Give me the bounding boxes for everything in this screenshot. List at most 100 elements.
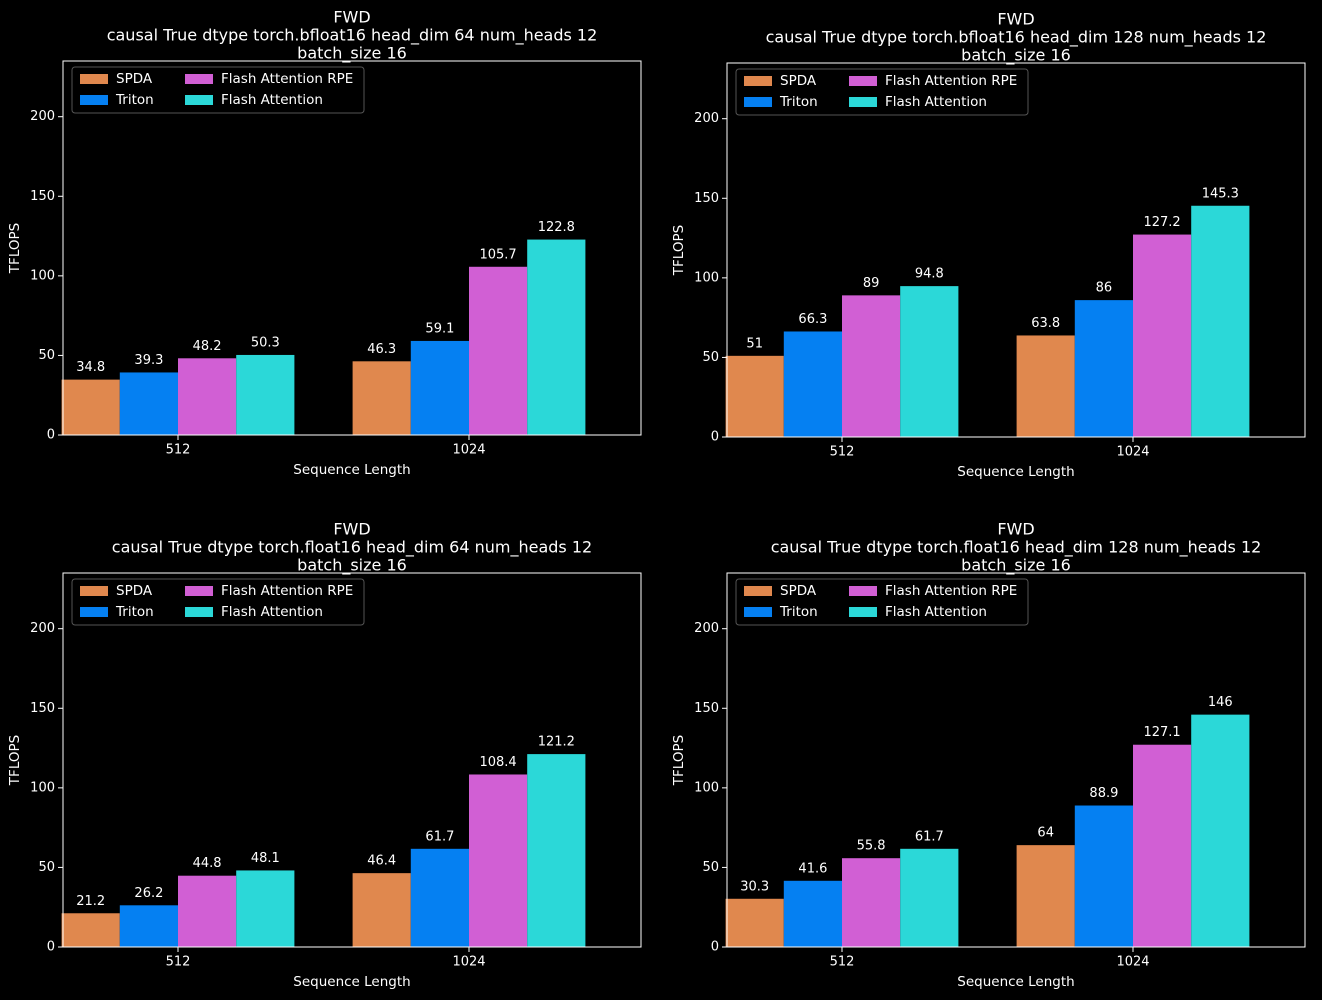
data-label: 88.9	[1089, 786, 1118, 801]
legend: SPDA Triton Flash Attention RPE Flash Atten…	[71, 66, 365, 114]
data-label: 122.8	[538, 220, 575, 235]
chart-title-line: FWD	[997, 520, 1034, 539]
chart-title-line: FWD	[333, 520, 370, 539]
bar-triton-1024	[410, 848, 469, 947]
data-label: 44.8	[193, 856, 222, 871]
axes-frame	[726, 62, 1306, 438]
bar-flash-attention-rpe-512	[178, 875, 237, 947]
bar-spda-512	[725, 355, 784, 437]
y-tick-label: 150	[30, 189, 55, 204]
bar-flash-attention-512	[236, 870, 295, 947]
legend: SPDA Triton Flash Attention RPE Flash Atten…	[735, 68, 1029, 116]
bar-flash-attention-rpe-1024	[469, 266, 528, 435]
legend-swatch	[849, 76, 877, 86]
legend-box	[735, 578, 1029, 626]
legend-box	[71, 66, 365, 114]
y-tick-label: 100	[30, 268, 55, 283]
axes-frame	[62, 60, 642, 436]
data-label: 41.6	[798, 861, 827, 876]
data-label: 108.4	[479, 755, 516, 770]
y-tick-label: 100	[694, 270, 719, 285]
data-label: 86	[1096, 281, 1113, 296]
legend-swatch	[80, 586, 108, 596]
bar-flash-attention-512	[900, 286, 959, 437]
legend-label: Flash Attention RPE	[221, 71, 353, 87]
legend-label: SPDA	[116, 583, 153, 599]
x-tick-label: 1024	[452, 955, 485, 970]
legend-box	[71, 578, 365, 626]
bar-flash-attention-1024	[527, 754, 586, 947]
bar-spda-512	[61, 913, 120, 947]
legend-label: Flash Attention RPE	[885, 583, 1017, 599]
legend-label: Flash Attention	[885, 604, 987, 620]
bar-spda-512	[725, 898, 784, 947]
legend-label: Flash Attention	[221, 92, 323, 108]
x-tick-label: 1024	[1116, 445, 1149, 460]
bar-flash-attention-rpe-512	[842, 858, 901, 947]
legend-label: Flash Attention	[885, 94, 987, 110]
data-label: 48.2	[193, 339, 222, 354]
legend: SPDA Triton Flash Attention RPE Flash Atten…	[735, 578, 1029, 626]
bar-flash-attention-512	[236, 354, 295, 435]
legend-swatch	[744, 586, 772, 596]
y-tick-label: 150	[30, 701, 55, 716]
y-tick-label: 50	[702, 860, 719, 875]
legend-label: SPDA	[116, 71, 153, 87]
bar-spda-512	[61, 379, 120, 435]
x-tick-label: 512	[166, 443, 191, 458]
y-tick-label: 0	[711, 940, 719, 955]
bar-spda-1024	[352, 873, 411, 947]
y-tick-label: 0	[711, 430, 719, 445]
x-axis-label: Sequence Length	[957, 464, 1074, 480]
y-tick-label: 100	[694, 780, 719, 795]
bar-spda-1024	[1016, 335, 1075, 437]
data-label: 55.8	[857, 839, 886, 854]
data-label: 46.4	[367, 854, 396, 869]
legend-swatch	[80, 607, 108, 617]
legend-swatch	[185, 74, 213, 84]
legend-label: SPDA	[780, 583, 817, 599]
y-tick-label: 100	[30, 780, 55, 795]
data-label: 63.8	[1031, 316, 1060, 331]
legend-label: Flash Attention RPE	[885, 73, 1017, 89]
data-label: 127.1	[1143, 725, 1180, 740]
x-tick-label: 1024	[452, 443, 485, 458]
legend-box	[735, 68, 1029, 116]
chart-title-line: causal True dtype torch.float16 head_dim…	[112, 538, 592, 558]
legend-label: SPDA	[780, 73, 817, 89]
legend-swatch	[185, 586, 213, 596]
data-label: 127.2	[1143, 215, 1180, 230]
legend-swatch	[849, 97, 877, 107]
y-axis-label: TFLOPS	[7, 735, 23, 786]
bar-flash-attention-1024	[1191, 714, 1250, 947]
data-label: 50.3	[251, 335, 280, 350]
x-tick-label: 512	[830, 955, 855, 970]
y-tick-label: 150	[694, 191, 719, 206]
x-tick-label: 1024	[1116, 955, 1149, 970]
bar-flash-attention-1024	[527, 239, 586, 435]
y-tick-label: 50	[38, 348, 55, 363]
y-tick-label: 0	[47, 428, 55, 443]
data-label: 48.1	[251, 851, 280, 866]
y-tick-label: 200	[30, 109, 55, 124]
x-tick-label: 512	[830, 445, 855, 460]
bar-flash-attention-rpe-512	[178, 358, 237, 435]
bar-triton-1024	[1074, 805, 1133, 947]
x-tick-label: 512	[166, 955, 191, 970]
bar-flash-attention-rpe-1024	[469, 774, 528, 947]
x-axis-label: Sequence Length	[293, 462, 410, 478]
bar-flash-attention-1024	[1191, 205, 1250, 437]
legend-swatch	[849, 607, 877, 617]
data-label: 64	[1037, 826, 1054, 841]
y-axis-label: TFLOPS	[671, 225, 687, 276]
bar-flash-attention-rpe-512	[842, 295, 901, 437]
x-axis-label: Sequence Length	[957, 974, 1074, 990]
legend-label: Flash Attention	[221, 604, 323, 620]
axes-frame	[62, 572, 642, 948]
bar-triton-1024	[410, 340, 469, 435]
data-label: 39.3	[134, 353, 163, 368]
y-tick-label: 150	[694, 701, 719, 716]
legend-label: Triton	[779, 94, 818, 110]
